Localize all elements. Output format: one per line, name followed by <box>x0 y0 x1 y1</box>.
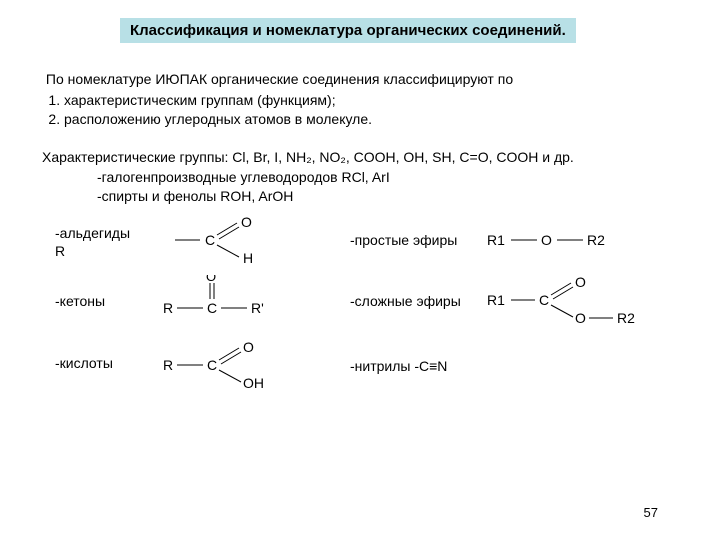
nitriles-label: -нитрилы -C≡N <box>350 358 447 374</box>
nitriles-row: -нитрилы -C≡N <box>350 358 447 374</box>
aldehydes-label: -альдегиды <box>55 225 130 241</box>
svg-text:O: O <box>575 310 586 326</box>
acids-row: -кислоты R C O OH <box>55 355 113 371</box>
intro-item-1: характеристическим группам (функциям); <box>64 91 513 110</box>
slide-title: Классификация и номеклатура органических… <box>120 18 576 43</box>
svg-text:OH: OH <box>243 375 264 391</box>
acid-structure-icon: R C O OH <box>155 340 315 395</box>
svg-text:R2: R2 <box>587 232 605 248</box>
groups-line-1: -галогенпроизводные углеводородов RCl, A… <box>97 168 574 188</box>
svg-text:C: C <box>539 292 549 308</box>
ketone-structure-icon: R C O R' <box>155 275 315 330</box>
svg-text:H: H <box>243 250 253 265</box>
acids-label: -кислоты <box>55 355 113 371</box>
intro-block: По номеклатуре ИЮПАК органические соедин… <box>42 70 513 129</box>
ether-structure-icon: R1 O R2 <box>485 227 635 257</box>
aldehyde-structure-icon: C O H <box>165 215 295 265</box>
svg-text:C: C <box>205 232 215 248</box>
svg-text:R2: R2 <box>617 310 635 326</box>
svg-text:R: R <box>163 300 173 316</box>
intro-lead: По номеклатуре ИЮПАК органические соедин… <box>42 70 513 89</box>
ester-structure-icon: R1 C O O R2 <box>485 275 665 335</box>
aldehydes-row: -альдегиды R C O H <box>55 225 130 241</box>
ethers-label: -простые эфиры <box>350 232 457 248</box>
esters-row: -сложные эфиры R1 C O O R2 <box>350 293 461 309</box>
svg-text:R1: R1 <box>487 232 505 248</box>
esters-label: -сложные эфиры <box>350 293 461 309</box>
svg-text:C: C <box>207 300 217 316</box>
svg-text:R': R' <box>251 300 264 316</box>
svg-text:C: C <box>207 357 217 373</box>
ketones-row: -кетоны R C O R' <box>55 293 115 309</box>
svg-text:R: R <box>163 357 173 373</box>
intro-item-2: расположению углеродных атомов в молекул… <box>64 110 513 129</box>
groups-header: Характеристические группы: Cl, Br, I, NH… <box>42 148 574 168</box>
svg-text:R1: R1 <box>487 292 505 308</box>
svg-text:O: O <box>241 215 252 230</box>
svg-text:O: O <box>243 340 254 355</box>
aldehydes-r: R <box>55 243 65 259</box>
ethers-row: -простые эфиры R1 O R2 <box>350 232 457 248</box>
characteristic-groups: Характеристические группы: Cl, Br, I, NH… <box>42 148 574 207</box>
svg-text:O: O <box>541 232 552 248</box>
svg-text:O: O <box>206 275 216 284</box>
page-number: 57 <box>644 505 658 520</box>
svg-text:O: O <box>575 275 586 290</box>
groups-line-2: -спирты и фенолы ROH, ArOH <box>97 187 574 207</box>
ketones-label: -кетоны <box>55 293 105 309</box>
